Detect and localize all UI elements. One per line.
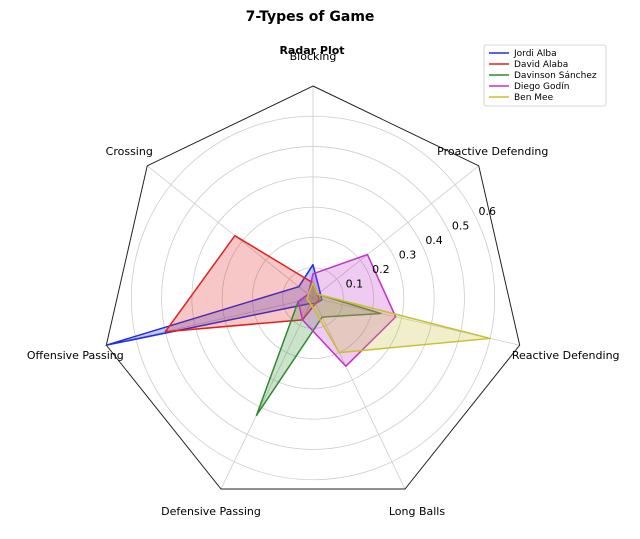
radial-tick-label: 0.2: [372, 263, 390, 276]
axis-label: Reactive Defending: [512, 349, 620, 362]
radial-tick-label: 0.1: [346, 277, 364, 290]
axis-label: Proactive Defending: [437, 145, 548, 158]
grid-spoke: [147, 165, 314, 299]
radar-series-layer: [105, 234, 491, 417]
axis-label: Crossing: [106, 145, 153, 158]
legend-label: Jordi Alba: [513, 49, 557, 59]
series-polygon-5: [306, 282, 491, 354]
chart-subtitle: Radar Plot: [279, 44, 344, 57]
legend-box: [483, 44, 607, 107]
chart-title: 7-Types of Game: [246, 9, 375, 25]
radial-tick-label: 0.5: [452, 219, 470, 232]
grid-spoke: [106, 297, 314, 346]
legend-label: David Alaba: [514, 60, 568, 70]
grid-spoke: [312, 297, 406, 490]
radial-tick-label: 0.4: [425, 234, 443, 247]
axis-label: Defensive Passing: [161, 505, 261, 518]
axis-label: Long Balls: [389, 505, 446, 518]
radial-tick-label: 0.3: [399, 248, 417, 261]
series-polygon-2: [164, 234, 320, 333]
grid-spoke: [312, 165, 479, 299]
legend-label: Davinson Sánchez: [514, 71, 597, 81]
radar-frame: [105, 85, 521, 490]
radial-tick-label: 0.6: [478, 205, 496, 218]
radar-labels: Blocking Proactive Defending Reactive Defe…: [27, 50, 620, 518]
series-polygon-4: [297, 253, 397, 367]
series-polygon-1: [105, 263, 323, 346]
axis-label: Blocking: [290, 50, 337, 63]
grid-spoke: [220, 297, 314, 490]
axis-label: Offensive Passing: [27, 349, 124, 362]
legend-label: Diego Godín: [514, 82, 569, 92]
legend-label: Ben Mee: [514, 93, 554, 103]
